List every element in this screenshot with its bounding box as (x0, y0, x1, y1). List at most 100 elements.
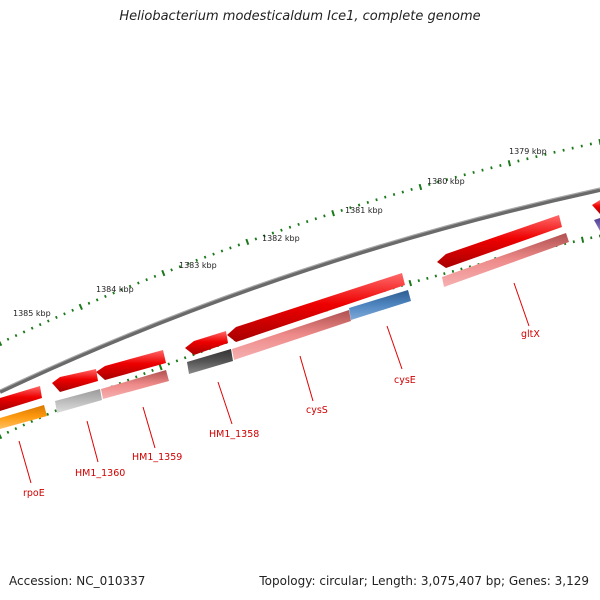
minor-tick (63, 312, 66, 316)
minor-tick (562, 148, 565, 152)
gene-gltX[interactable] (442, 233, 569, 287)
scale-label-1381: 1381 kbp (345, 206, 383, 215)
minor-tick (167, 362, 171, 366)
minor-tick (153, 274, 157, 278)
gene-cysE[interactable] (349, 290, 411, 320)
minor-tick (254, 237, 258, 241)
gene-HM1_1359[interactable] (101, 370, 169, 399)
gene-label-HM1_1358: HM1_1358 (209, 429, 259, 440)
minor-tick (340, 208, 343, 212)
major-tick (0, 340, 3, 347)
minor-tick (288, 225, 292, 229)
minor-tick (499, 163, 502, 168)
minor-tick (590, 236, 593, 240)
minor-tick (22, 330, 26, 334)
gene-label-cysE: cysE (394, 375, 416, 386)
map-title: Heliobacterium modesticaldum Ice1, compl… (119, 9, 481, 24)
minor-tick (526, 157, 529, 161)
gene-HM1_1360[interactable] (55, 389, 102, 413)
gene-label-cysS: cysS (306, 405, 328, 416)
minor-tick (366, 200, 370, 204)
minor-tick (195, 258, 199, 262)
strand-arrow[interactable] (52, 369, 98, 392)
minor-tick (460, 267, 463, 271)
minor-tick (112, 291, 115, 295)
scale-label-1383: 1383 kbp (179, 261, 217, 270)
minor-tick (203, 255, 207, 259)
scale-label-1379: 1379 kbp (509, 147, 547, 156)
major-tick (580, 236, 585, 243)
minor-tick (104, 294, 107, 298)
minor-tick (263, 234, 266, 238)
major-tick (158, 364, 163, 371)
major-tick (161, 269, 166, 277)
minor-tick (580, 144, 583, 148)
minor-tick (212, 252, 215, 256)
minor-tick (410, 187, 413, 191)
minor-tick (375, 198, 378, 202)
minor-tick (384, 195, 387, 199)
minor-tick (426, 276, 429, 280)
minor-tick (463, 173, 466, 177)
minor-tick (151, 368, 154, 372)
minor-tick (30, 419, 34, 423)
strand-arrow[interactable] (96, 350, 166, 380)
minor-tick (589, 142, 592, 146)
minor-tick (517, 159, 520, 163)
minor-tick (6, 430, 10, 434)
scale-label-1385: 1385 kbp (13, 309, 51, 318)
gene-label-HM1_1359: HM1_1359 (132, 452, 182, 463)
minor-tick (472, 170, 475, 174)
major-tick (507, 160, 512, 167)
minor-tick (134, 375, 138, 379)
scale-label-1380: 1380 kbp (427, 177, 465, 186)
gene-offscreen[interactable] (594, 218, 600, 231)
scale-label-1382: 1382 kbp (262, 234, 300, 243)
minor-tick (357, 203, 361, 207)
minor-tick (445, 178, 449, 182)
strand-arrow[interactable] (227, 273, 405, 342)
minor-tick (38, 323, 42, 327)
minor-tick (187, 261, 190, 266)
minor-tick (22, 423, 26, 427)
accession-text: Accession: NC_010337 (9, 574, 146, 588)
gene-label-HM1_1360: HM1_1360 (75, 468, 125, 479)
minor-tick (392, 193, 396, 197)
minor-tick (271, 231, 275, 235)
gene-rpoE[interactable] (0, 405, 47, 429)
minor-tick (237, 243, 241, 247)
genome-summary: Topology: circular; Length: 3,075,407 bp… (259, 574, 589, 588)
minor-tick (490, 166, 493, 170)
minor-tick (535, 155, 538, 159)
minor-tick (305, 220, 309, 224)
minor-tick (454, 175, 457, 179)
minor-tick (349, 206, 352, 210)
gene-cysS[interactable] (232, 310, 351, 360)
genome-backbone (0, 188, 600, 394)
gene-HM1_1358[interactable] (187, 349, 233, 374)
minor-tick (553, 150, 556, 154)
strand-arrow[interactable] (437, 215, 562, 268)
minor-tick (428, 182, 431, 186)
major-tick (0, 433, 3, 440)
minor-tick (14, 334, 18, 338)
minor-tick (481, 168, 484, 172)
minor-tick (443, 272, 446, 276)
minor-tick (137, 281, 140, 285)
major-tick (78, 303, 83, 310)
strand-arrow[interactable] (185, 331, 228, 355)
minor-tick (14, 427, 18, 431)
minor-tick (323, 214, 326, 218)
minor-tick (280, 228, 283, 232)
minor-tick (120, 288, 124, 292)
scale-label-1384: 1384 kbp (96, 285, 134, 294)
major-tick (418, 183, 423, 191)
minor-tick (401, 190, 405, 194)
strand-arrow[interactable] (0, 386, 42, 411)
minor-tick (143, 372, 146, 376)
minor-tick (229, 246, 232, 250)
strand-arrow[interactable] (592, 200, 600, 214)
gene-features (0, 218, 600, 429)
major-tick (331, 210, 335, 217)
